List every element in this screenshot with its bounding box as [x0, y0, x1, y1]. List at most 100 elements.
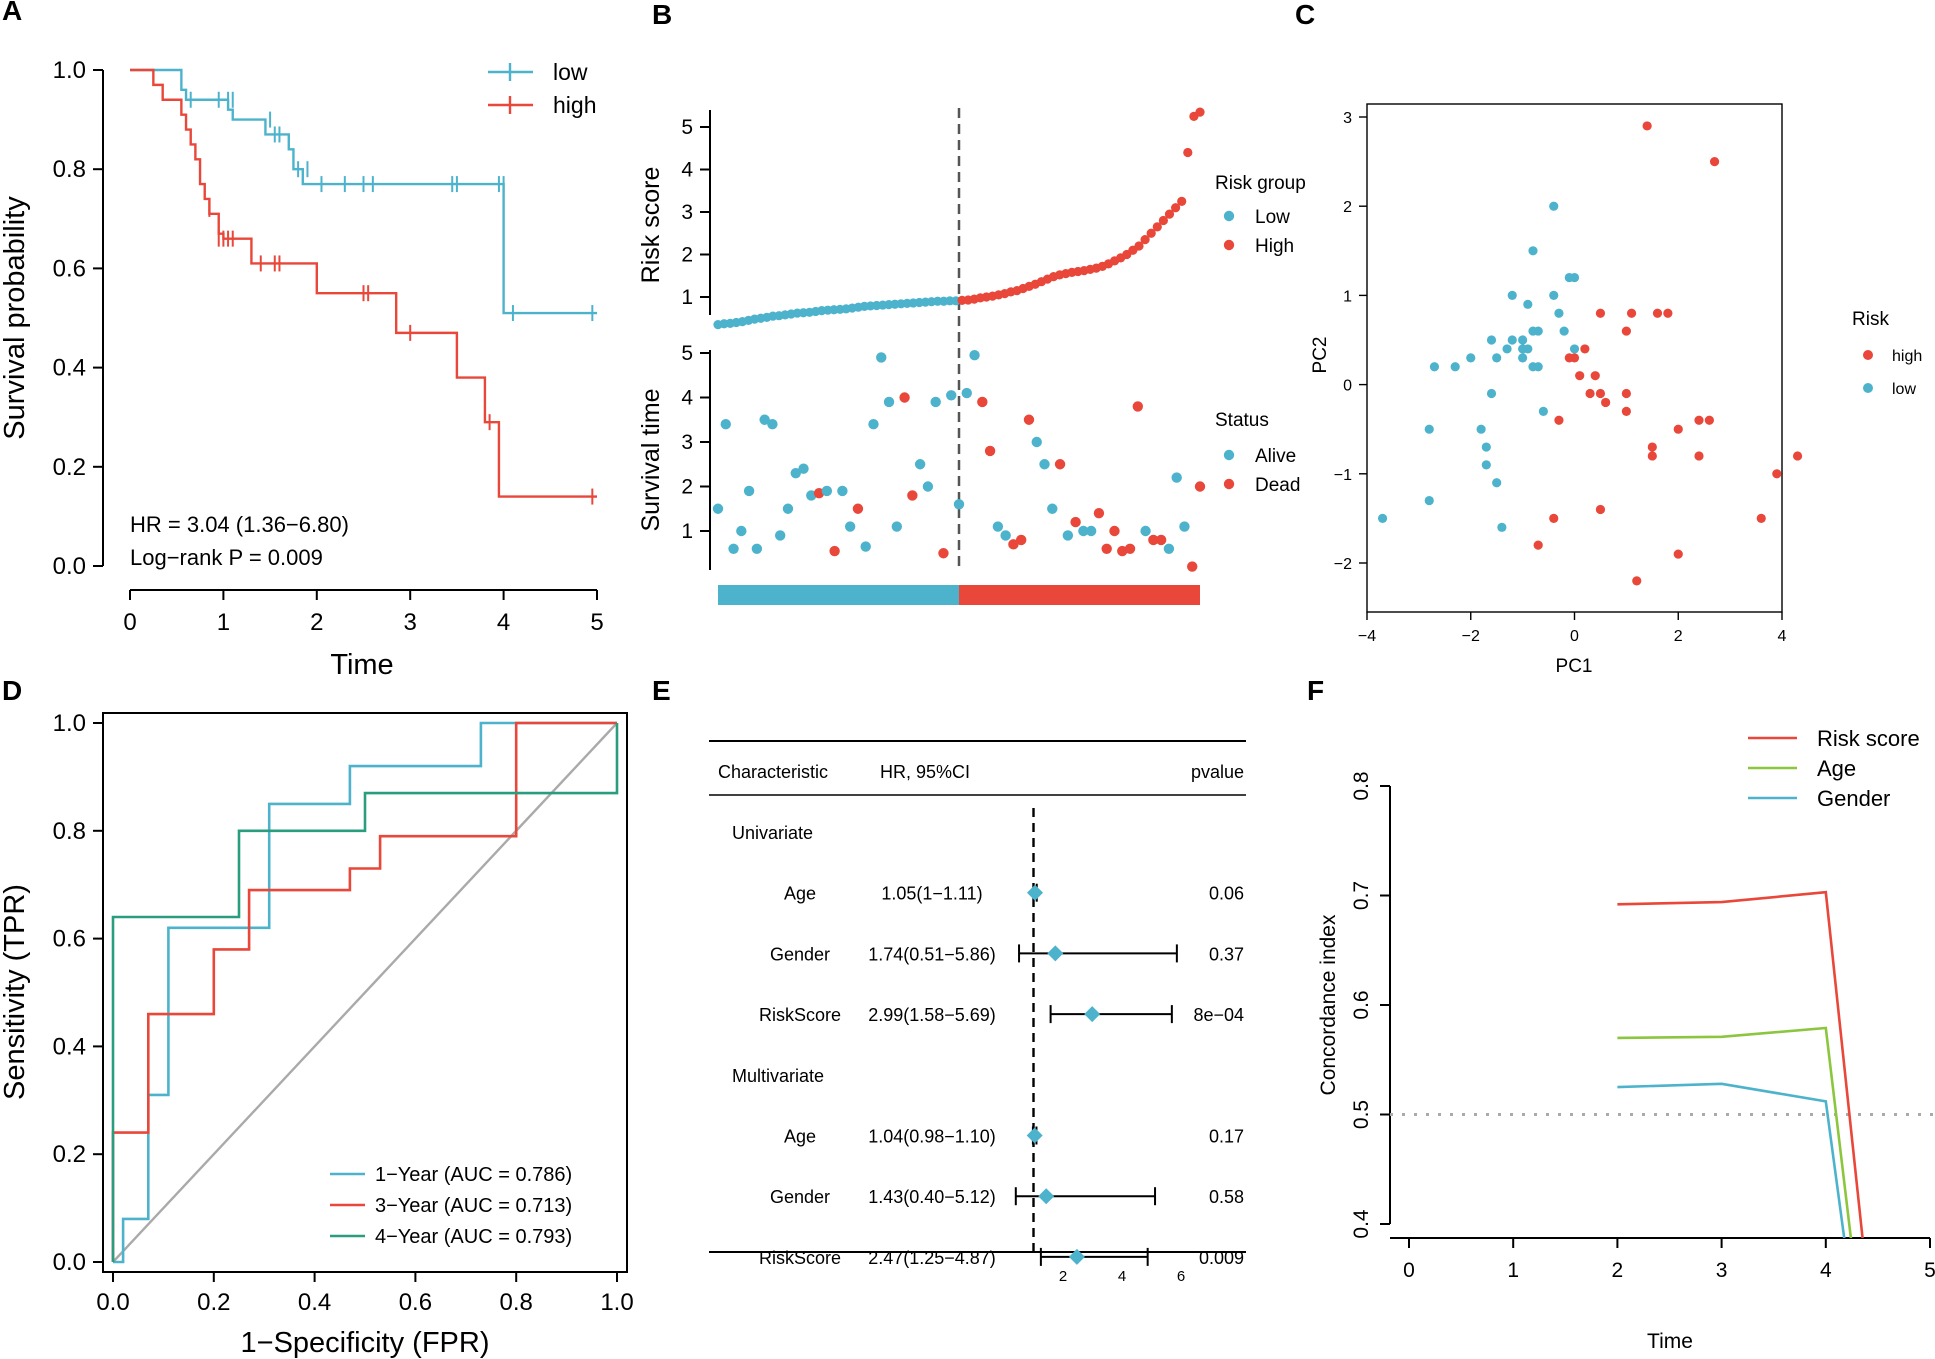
- x-tick-label: 0: [1403, 1259, 1415, 1282]
- forest-x-tick-label: 2: [1059, 1268, 1067, 1285]
- group-label: Multivariate: [732, 1066, 824, 1086]
- x-axis-title: PC1: [1556, 656, 1593, 677]
- pca-point-low: [1492, 478, 1502, 488]
- pca-point-low: [1481, 460, 1491, 470]
- survival-point-alive: [922, 481, 934, 492]
- panel-d-roc: 0.0 0.2 0.4 0.6 0.8 1.0 0.0 0.2 0.4 0.6 0.8 1.0 1−Sp…: [0, 710, 634, 1359]
- hr-diamond: [1027, 884, 1043, 901]
- y-tick-label: 0.2: [53, 1141, 86, 1168]
- risk-score-point: [1164, 209, 1175, 219]
- survival-point-alive: [767, 419, 778, 430]
- cindex-line-2: [1617, 1026, 1853, 1238]
- cindex-line-1: [1617, 890, 1864, 1238]
- survival-point-alive: [751, 543, 763, 554]
- time-y-tick-label: 2: [681, 476, 693, 499]
- y-tick-label: 0.8: [53, 818, 86, 845]
- pca-point-high: [1621, 326, 1631, 336]
- pca-point-low: [1507, 290, 1517, 300]
- cindex-series-group: [1617, 890, 1864, 1238]
- time-y-tick-label: 3: [681, 431, 693, 454]
- y-tick-label: 0.0: [53, 553, 86, 580]
- x-axis-title: Time: [330, 649, 393, 681]
- pca-point-high: [1621, 388, 1631, 399]
- y-tick-label: 0: [1343, 378, 1352, 395]
- forest-x-tick-label: 6: [1177, 1268, 1185, 1285]
- pca-point-high: [1772, 469, 1782, 479]
- risk-score-point: [1134, 241, 1144, 251]
- y-tick-label: 0.6: [53, 255, 86, 282]
- row-hr-text: 1.05(1−1.11): [881, 884, 982, 904]
- time-y-tick-label: 5: [681, 342, 693, 365]
- survival-point-alive: [736, 525, 747, 537]
- survival-point-alive: [1031, 436, 1042, 448]
- survival-point-alive: [1000, 530, 1011, 541]
- survival-point-alive: [821, 485, 833, 497]
- x-axis-title: 1−Specificity (FPR): [241, 1327, 490, 1359]
- y-tick-label: −1: [1334, 467, 1352, 484]
- risk-score-point: [1140, 235, 1150, 245]
- x-tick-label: 0: [1570, 628, 1579, 645]
- pca-point-high: [1621, 406, 1631, 416]
- y-tick-label: 0.6: [53, 926, 86, 953]
- x-tick-label: 5: [590, 609, 603, 636]
- x-tick-label: 4: [1820, 1259, 1832, 1282]
- y-axis-title: Sensitivity (TPR): [0, 884, 31, 1100]
- pca-point-low: [1481, 442, 1491, 452]
- risk-score-point: [1183, 147, 1193, 158]
- pca-point-low: [1538, 406, 1548, 416]
- legend-dot-high: [1863, 350, 1873, 360]
- pca-point-high: [1642, 121, 1652, 131]
- survival-point-alive: [992, 521, 1004, 532]
- pca-point-low: [1528, 246, 1538, 256]
- y-tick-label: 1: [1343, 288, 1352, 305]
- hr-diamond: [1038, 1188, 1055, 1205]
- survival-point-alive: [790, 467, 801, 479]
- survival-point-dead: [1187, 561, 1198, 572]
- pca-point-low: [1497, 522, 1507, 532]
- survival-point-dead: [899, 392, 910, 403]
- survival-point-dead: [1070, 516, 1081, 528]
- row-pvalue: 0.06: [1209, 884, 1244, 904]
- legend-label-2: Age: [1817, 756, 1856, 781]
- survival-time-axis-title: Survival time: [637, 388, 665, 531]
- survival-point-dead: [1093, 508, 1105, 519]
- legend-title: Risk: [1852, 309, 1889, 330]
- y-tick-label: 0.8: [1350, 771, 1373, 800]
- survival-point-dead: [852, 503, 864, 514]
- survival-point-alive: [798, 463, 809, 474]
- y-axis-title: Concordance index: [1317, 914, 1340, 1095]
- survival-point-alive: [860, 541, 871, 552]
- pca-point-high: [1647, 451, 1657, 461]
- x-tick-label: 1: [217, 609, 230, 636]
- pca-point-high: [1652, 308, 1663, 318]
- pca-point-low: [1486, 335, 1497, 345]
- x-tick-label: 3: [1716, 1259, 1728, 1282]
- pca-point-high: [1564, 353, 1574, 363]
- survival-point-dead: [1194, 481, 1206, 492]
- pca-point-low: [1429, 362, 1440, 372]
- survival-point-alive: [1047, 503, 1058, 514]
- header-characteristic: Characteristic: [718, 762, 828, 782]
- pca-point-high: [1549, 513, 1559, 524]
- survival-point-alive: [876, 352, 887, 363]
- survival-point-alive: [946, 390, 957, 401]
- y-tick-label: 0.4: [53, 1033, 86, 1060]
- logrank-annotation: Log−rank P = 0.009: [130, 545, 323, 570]
- hr-diamond: [1068, 1248, 1085, 1265]
- risk-group-legend-title: Risk group: [1215, 173, 1306, 194]
- survival-point-alive: [782, 503, 794, 514]
- roc-plot-frame: [102, 712, 628, 1273]
- pca-point-low: [1424, 495, 1434, 506]
- pca-point-high: [1694, 451, 1704, 461]
- pca-point-low: [1486, 388, 1497, 399]
- panel-a-kaplan-meier: 0 1 2 3 4 5 0.0 0.2 0.4 0.6 0.8 1.0 Time Survival pro…: [0, 57, 604, 681]
- survival-point-dead: [907, 490, 918, 501]
- x-axis-title: Time: [1647, 1330, 1693, 1353]
- risk-score-point: [1158, 215, 1168, 226]
- survival-point-alive: [868, 419, 879, 430]
- survival-point-alive: [1163, 543, 1175, 554]
- survival-point-alive: [1085, 525, 1097, 537]
- y-tick-label: 0.4: [1350, 1209, 1373, 1239]
- pca-point-low: [1559, 326, 1569, 336]
- y-tick-label: 1.0: [53, 57, 86, 84]
